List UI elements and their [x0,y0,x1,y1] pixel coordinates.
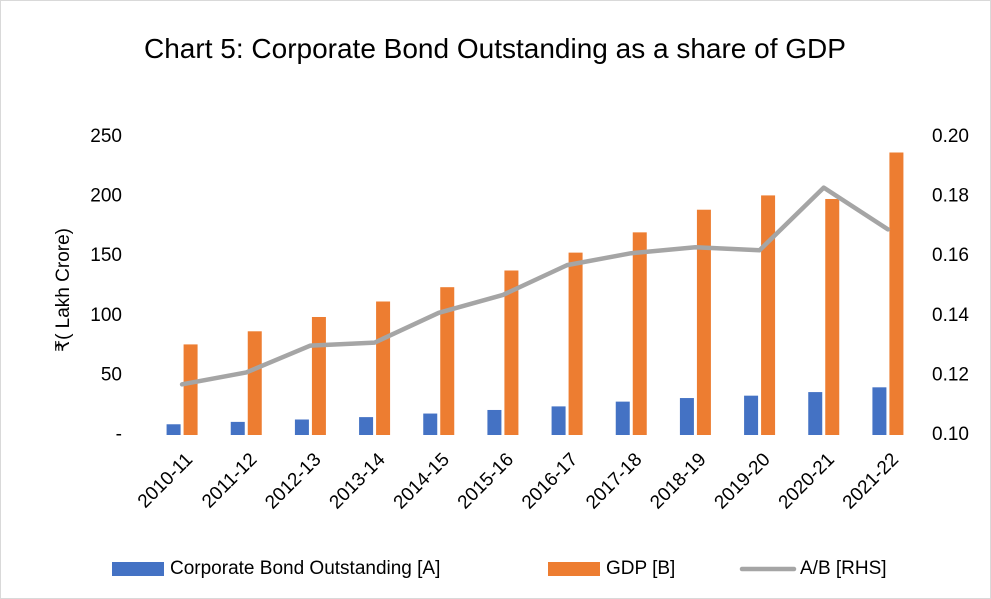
bar [872,387,887,435]
legend-swatch [548,562,600,576]
y-tick-label: - [116,424,122,445]
y-tick-label: 100 [90,305,122,326]
bar [761,195,776,435]
x-tick-label: 2014-15 [390,449,454,513]
bar [247,331,262,435]
bar [376,301,391,435]
legend-label: Corporate Bond Outstanding [A] [170,558,440,579]
bar [166,424,181,435]
x-tick-label: 2020-21 [775,449,839,513]
bar [504,270,519,435]
bar [889,152,904,435]
legend-swatch [112,562,164,576]
bar [744,395,759,435]
x-tick-label: 2011-12 [198,449,261,512]
bar [183,344,198,435]
bar [311,316,326,435]
y2-tick-label: 0.16 [932,245,969,266]
bar [423,413,438,435]
x-tick-label: 2016-17 [518,449,582,513]
y2-tick-label: 0.14 [932,305,969,326]
y2-tick-label: 0.20 [932,126,969,147]
legend-label: GDP [B] [606,558,675,579]
x-tick-label: 2017-18 [582,449,646,513]
y-tick-label: 200 [90,186,122,207]
y-tick-label: 50 [101,364,122,385]
legend-label: A/B [RHS] [800,558,887,579]
chart-title: Chart 5: Corporate Bond Outstanding as a… [144,33,846,64]
bar [825,198,840,435]
y-tick-label: 150 [90,245,122,266]
bar [551,406,566,435]
x-tick-label: 2015-16 [454,449,518,513]
bar [487,409,502,435]
y-tick-label: 250 [90,126,122,147]
y2-tick-label: 0.10 [932,424,969,445]
bar [440,287,455,435]
y2-tick-label: 0.12 [932,364,969,385]
x-tick-label: 2013-14 [326,449,390,513]
bar [632,232,647,435]
x-tick-label: 2018-19 [646,449,710,513]
x-tick-label: 2012-13 [261,449,325,513]
x-tick-label: 2021-22 [839,449,903,513]
bar [679,398,694,435]
bar [294,419,309,435]
bar [359,417,374,435]
bar [808,392,823,435]
bar [568,252,583,435]
line [179,185,891,387]
y2-tick-label: 0.18 [932,186,969,207]
x-tick-label: 2010-11 [134,449,197,512]
x-tick-label: 2019-20 [711,449,775,513]
bar [696,209,711,435]
bar [230,421,245,435]
y-axis-label: ₹( Lakh Crore) [53,228,74,352]
bar [615,401,630,435]
